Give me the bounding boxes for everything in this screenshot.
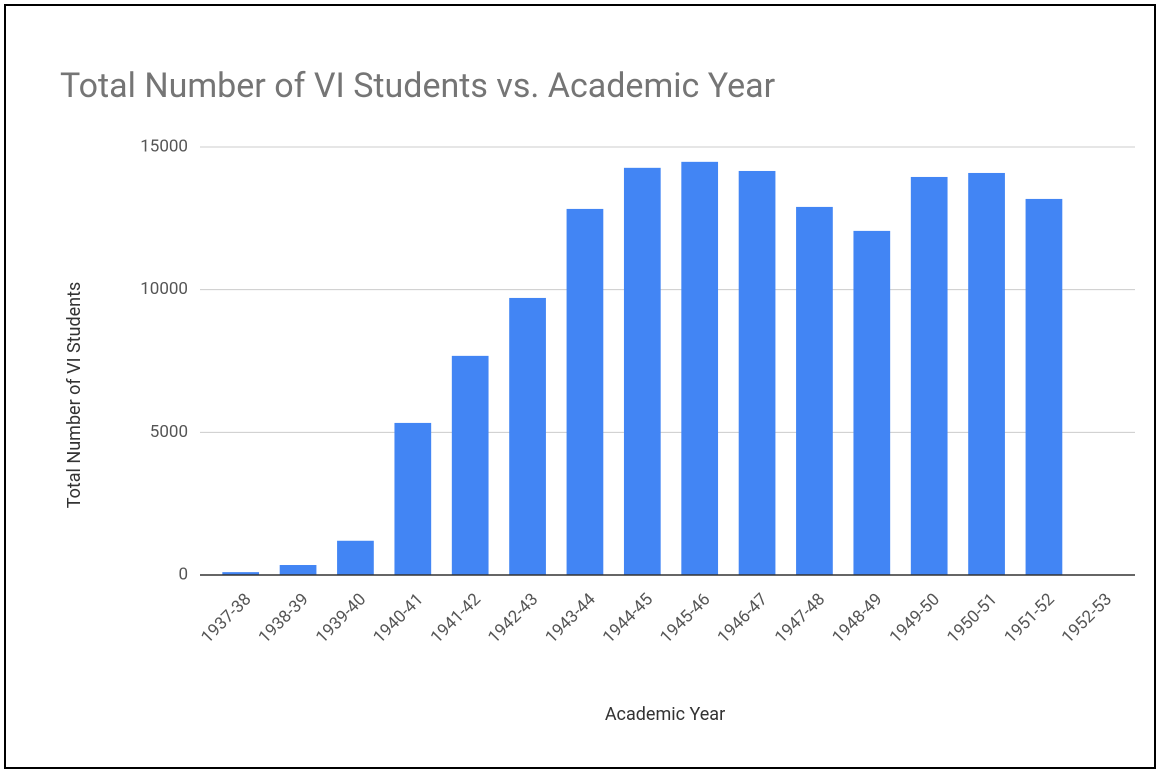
bar	[738, 170, 776, 575]
bar	[968, 172, 1005, 575]
bar	[451, 355, 489, 575]
bar	[681, 161, 719, 575]
bar	[853, 230, 891, 575]
y-tick-label: 0	[178, 564, 188, 584]
bar	[796, 206, 833, 576]
y-axis-label: Total Number of VI Students	[64, 282, 85, 509]
chart-title: Total Number of VI Students vs. Academic…	[60, 66, 776, 106]
bar	[566, 208, 604, 575]
bar	[1025, 198, 1063, 575]
bar	[910, 176, 948, 575]
bar	[623, 167, 661, 575]
bar	[337, 540, 374, 575]
bar	[394, 422, 432, 575]
bar	[279, 565, 317, 575]
y-tick-label: 15000	[140, 136, 188, 156]
x-axis-label: Academic Year	[605, 704, 725, 725]
y-tick-label: 10000	[140, 279, 188, 299]
y-tick-label: 5000	[150, 422, 188, 442]
bar	[222, 572, 260, 575]
bar	[509, 297, 546, 575]
